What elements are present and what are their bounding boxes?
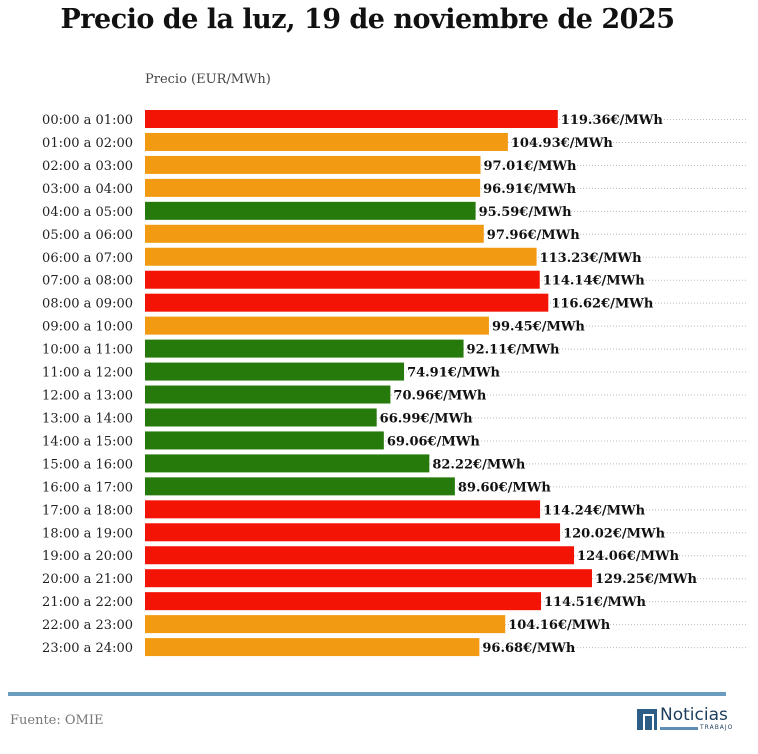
bar — [145, 362, 405, 381]
footer-divider — [8, 692, 726, 696]
data-label: 82.22€/MWh — [432, 457, 525, 472]
logo-sub: TRABAJO — [700, 724, 734, 731]
data-label: 114.51€/MWh — [544, 595, 647, 610]
category-label: 16:00 a 17:00 — [42, 480, 133, 495]
category-label: 15:00 a 16:00 — [42, 457, 133, 472]
data-label: 104.93€/MWh — [511, 136, 614, 151]
bar — [145, 293, 549, 312]
category-label: 22:00 a 23:00 — [42, 618, 133, 633]
category-label: 02:00 a 03:00 — [42, 159, 133, 174]
data-label: 96.91€/MWh — [483, 182, 576, 197]
data-label: 113.23€/MWh — [540, 251, 643, 266]
data-label: 129.25€/MWh — [595, 572, 698, 587]
data-label: 97.01€/MWh — [484, 159, 577, 174]
bar — [145, 178, 481, 197]
bar — [145, 224, 484, 243]
logo-icon — [637, 709, 657, 732]
bar — [145, 546, 575, 565]
category-label: 20:00 a 21:00 — [42, 572, 133, 587]
bar — [145, 110, 558, 128]
data-label: 104.16€/MWh — [508, 618, 611, 633]
bar — [145, 339, 464, 358]
bar — [145, 201, 476, 220]
category-label: 11:00 a 12:00 — [42, 366, 133, 381]
bar — [145, 569, 592, 588]
bar — [145, 592, 542, 611]
data-label: 116.62€/MWh — [551, 297, 654, 312]
bar — [145, 408, 377, 427]
axis-label: Precio (EUR/MWh) — [145, 72, 271, 87]
data-label: 69.06€/MWh — [387, 434, 480, 449]
data-label: 119.36€/MWh — [561, 113, 664, 128]
data-label: 99.45€/MWh — [492, 320, 585, 335]
category-label: 04:00 a 05:00 — [42, 205, 133, 220]
category-label: 06:00 a 07:00 — [42, 251, 133, 266]
category-label: 21:00 a 22:00 — [42, 595, 133, 610]
bar — [145, 500, 541, 519]
bar — [145, 454, 430, 473]
bar — [145, 132, 508, 151]
source-text: Fuente: OMIE — [10, 713, 104, 728]
category-label: 07:00 a 08:00 — [42, 274, 133, 289]
category-label: 00:00 a 01:00 — [42, 113, 133, 128]
bar — [145, 431, 384, 450]
data-label: 74.91€/MWh — [407, 366, 500, 381]
category-label: 17:00 a 18:00 — [42, 503, 133, 518]
data-label: 114.24€/MWh — [543, 503, 646, 518]
bar — [145, 316, 489, 335]
bar — [145, 385, 391, 404]
noticias-trabajo-logo: Noticias TRABAJO — [637, 705, 734, 734]
data-label: 124.06€/MWh — [577, 549, 680, 564]
category-label: 01:00 a 02:00 — [42, 136, 133, 151]
category-label: 14:00 a 15:00 — [42, 434, 133, 449]
data-label: 89.60€/MWh — [458, 480, 551, 495]
category-label: 08:00 a 09:00 — [42, 297, 133, 312]
bar-chart: 00:00 a 01:00 119.36€/MWh 01:00 a 02:00 104… — [42, 110, 746, 657]
category-label: 10:00 a 11:00 — [42, 343, 133, 358]
data-label: 120.02€/MWh — [563, 526, 666, 541]
bar — [145, 615, 506, 634]
category-label: 19:00 a 20:00 — [42, 549, 133, 564]
data-label: 114.14€/MWh — [543, 274, 646, 289]
category-label: 18:00 a 19:00 — [42, 526, 133, 541]
category-label: 12:00 a 13:00 — [42, 389, 133, 404]
chart-title: Precio de la luz, 19 de noviembre de 202… — [60, 4, 676, 35]
bar — [145, 270, 540, 289]
bar — [145, 477, 455, 496]
category-label: 03:00 a 04:00 — [42, 182, 133, 197]
category-label: 09:00 a 10:00 — [42, 320, 133, 335]
data-label: 96.68€/MWh — [482, 641, 575, 656]
bar — [145, 155, 481, 174]
category-label: 13:00 a 14:00 — [42, 411, 133, 426]
logo-bar — [660, 727, 698, 730]
bar — [145, 247, 537, 266]
bar — [145, 638, 480, 657]
data-label: 95.59€/MWh — [479, 205, 572, 220]
logo-name: Noticias — [660, 705, 728, 725]
category-label: 23:00 a 24:00 — [42, 641, 133, 656]
data-label: 97.96€/MWh — [487, 228, 580, 243]
data-label: 92.11€/MWh — [467, 343, 560, 358]
category-label: 05:00 a 06:00 — [42, 228, 133, 243]
bar — [145, 523, 561, 542]
data-label: 70.96€/MWh — [393, 389, 486, 404]
data-label: 66.99€/MWh — [380, 411, 473, 426]
